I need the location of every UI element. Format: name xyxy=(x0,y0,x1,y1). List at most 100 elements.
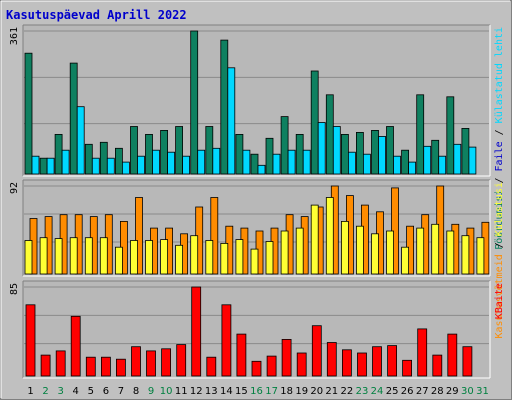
bar-top-faile-6 xyxy=(106,157,115,175)
bar-bottom-kbaite-10 xyxy=(161,348,172,377)
bar-top-p-rdumisi-26 xyxy=(401,149,410,175)
legend-entry: / xyxy=(494,236,505,254)
bar-bottom-kbaite-18 xyxy=(281,338,292,377)
bar-bottom-kbaite-16 xyxy=(251,360,262,377)
bar-middle-k-lastusi-30 xyxy=(461,235,470,275)
x-tick-label-13: 13 xyxy=(205,386,218,397)
bar-bottom-kbaite-3 xyxy=(55,350,66,377)
bar-top-p-rdumisi-9 xyxy=(145,133,153,175)
bar-top-faile-30 xyxy=(468,146,477,175)
bar-top-faile-8 xyxy=(137,155,145,175)
legend-middle: Kasutusvõtmeid / Külastusi xyxy=(494,182,505,339)
bar-middle-k-lastusi-14 xyxy=(220,242,229,275)
bar-middle-k-lastusi-2 xyxy=(39,237,48,275)
bar-top-p-rdumisi-30 xyxy=(461,127,470,175)
x-tick-label-11: 11 xyxy=(175,386,188,397)
bar-top-p-rdumisi-16 xyxy=(250,153,259,175)
bar-top-faile-18 xyxy=(287,149,296,175)
x-axis-labels: 1 2 3 4 5 6 7 8 9 10 11 12 13 14 15 16 17 18 19 20 21 22 23 24 2… xyxy=(27,386,489,397)
bar-bottom-kbaite-13 xyxy=(206,356,217,377)
bar-bottom-kbaite-7 xyxy=(116,358,126,377)
y-max-label: 92 xyxy=(9,182,20,194)
x-tick-label-25: 25 xyxy=(386,386,399,397)
bar-middle-k-lastusi-16 xyxy=(250,248,259,275)
legend-top: Pöördumisi / Faile / Külastatud lehti xyxy=(494,27,505,250)
bar-bottom-kbaite-1 xyxy=(25,304,36,377)
bar-bottom-kbaite-12 xyxy=(191,286,202,377)
bar-top-p-rdumisi-4 xyxy=(69,62,78,175)
bar-top-faile-24 xyxy=(378,135,386,175)
bar-middle-k-lastusi-3 xyxy=(54,238,63,275)
bar-top-p-rdumisi-7 xyxy=(115,147,123,175)
x-tick-label-17: 17 xyxy=(265,386,278,397)
bar-bottom-kbaite-8 xyxy=(131,346,141,377)
x-tick-label-28: 28 xyxy=(431,386,444,397)
bar-top-p-rdumisi-15 xyxy=(235,133,244,175)
bar-top-p-rdumisi-3 xyxy=(54,133,63,175)
bar-middle-k-lastusi-24 xyxy=(371,233,379,275)
bar-middle-k-lastusi-17 xyxy=(265,241,274,275)
bar-bottom-kbaite-5 xyxy=(85,356,96,377)
bar-top-p-rdumisi-22 xyxy=(340,133,349,175)
bar-middle-k-lastusi-11 xyxy=(175,244,184,275)
bar-middle-k-lastusi-18 xyxy=(280,230,289,275)
bar-middle-k-lastusi-22 xyxy=(340,220,349,275)
bar-top-faile-20 xyxy=(317,122,326,175)
legend-entry: / xyxy=(494,123,505,141)
x-tick-label-3: 3 xyxy=(58,386,64,397)
x-tick-label-2: 2 xyxy=(42,386,48,397)
bar-top-p-rdumisi-19 xyxy=(295,133,304,175)
x-tick-label-6: 6 xyxy=(103,386,109,397)
bar-top-faile-5 xyxy=(91,157,100,175)
bar-top-p-rdumisi-20 xyxy=(310,70,319,175)
bar-middle-k-lastusi-26 xyxy=(401,246,410,275)
bar-top-faile-16 xyxy=(257,164,266,175)
bar-top-faile-7 xyxy=(122,161,130,175)
bar-top-p-rdumisi-12 xyxy=(190,30,199,175)
x-tick-label-15: 15 xyxy=(235,386,248,397)
x-tick-label-29: 29 xyxy=(446,386,459,397)
panel-middle: 92 Kasutusvõtmeid / Külastusi xyxy=(9,179,505,339)
bar-top-p-rdumisi-24 xyxy=(371,129,379,175)
bar-bottom-kbaite-28 xyxy=(432,354,443,377)
bar-bottom-kbaite-30 xyxy=(462,346,473,377)
x-tick-label-18: 18 xyxy=(280,386,293,397)
bar-top-faile-14 xyxy=(227,67,236,175)
legend-entry: Faile xyxy=(494,141,505,171)
x-tick-label-31: 31 xyxy=(476,386,489,397)
bar-top-faile-12 xyxy=(197,149,206,175)
bar-bottom-kbaite-22 xyxy=(341,349,352,377)
bar-top-p-rdumisi-13 xyxy=(205,126,214,175)
x-tick-label-14: 14 xyxy=(220,386,233,397)
bar-top-p-rdumisi-10 xyxy=(160,129,169,175)
bar-bottom-kbaite-17 xyxy=(266,355,277,377)
bar-middle-k-lastusi-7 xyxy=(115,246,123,275)
panel-top: 361 Pöördumisi / Faile / Külastatud lehti xyxy=(9,24,505,250)
bar-top-faile-21 xyxy=(332,126,341,175)
bar-middle-kasutusv-tmeid-8 xyxy=(135,197,143,275)
x-tick-label-20: 20 xyxy=(310,386,323,397)
bar-top-faile-3 xyxy=(61,149,70,175)
bar-middle-k-lastusi-1 xyxy=(24,240,33,275)
bar-top-faile-11 xyxy=(182,155,191,175)
bar-top-faile-17 xyxy=(272,153,281,175)
x-tick-label-24: 24 xyxy=(371,386,384,397)
bar-top-faile-23 xyxy=(362,153,371,175)
bar-top-p-rdumisi-8 xyxy=(130,126,138,175)
bar-top-faile-2 xyxy=(46,157,55,175)
bar-top-faile-19 xyxy=(302,149,311,175)
bar-top-faile-29 xyxy=(453,143,462,175)
x-tick-label-10: 10 xyxy=(160,386,173,397)
chart-panels: 361 Pöördumisi / Faile / Külastatud lehti… xyxy=(9,24,505,379)
bar-top-faile-28 xyxy=(438,155,447,175)
x-tick-label-27: 27 xyxy=(416,386,429,397)
x-tick-label-19: 19 xyxy=(295,386,308,397)
bar-bottom-kbaite-29 xyxy=(447,333,458,377)
x-tick-label-1: 1 xyxy=(27,386,33,397)
x-tick-label-22: 22 xyxy=(341,386,354,397)
bar-top-p-rdumisi-14 xyxy=(220,39,229,175)
x-tick-label-21: 21 xyxy=(325,386,338,397)
bar-top-faile-26 xyxy=(408,161,417,175)
